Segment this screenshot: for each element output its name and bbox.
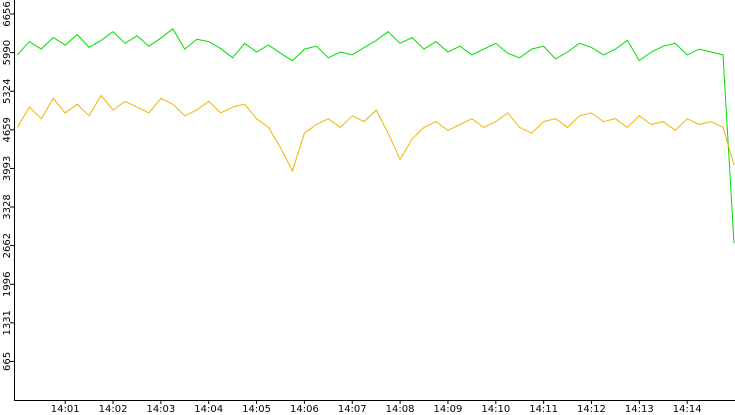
- y-tick-label: 2662: [2, 233, 13, 258]
- x-tick-label: 14:06: [290, 404, 319, 415]
- y-tick-label: 5990: [2, 40, 13, 65]
- x-tick-label: 14:08: [386, 404, 415, 415]
- y-tick-label: 665: [2, 352, 13, 371]
- x-tick-label: 14:03: [146, 404, 175, 415]
- x-tick-label: 14:10: [481, 404, 510, 415]
- x-tick-label: 14:09: [434, 404, 463, 415]
- y-tick-label: 5324: [2, 79, 13, 104]
- x-tick-label: 14:02: [99, 404, 128, 415]
- y-tick-label: 3328: [2, 194, 13, 219]
- x-tick-label: 14:12: [577, 404, 606, 415]
- y-tick-label: 6656: [2, 1, 13, 26]
- series-line: [16, 28, 735, 244]
- x-tick-label: 14:13: [625, 404, 654, 415]
- x-tick-label: 14:14: [673, 404, 702, 415]
- x-tick-label: 14:01: [51, 404, 80, 415]
- y-tick-label: 4659: [2, 117, 13, 142]
- x-tick-label: 14:05: [242, 404, 271, 415]
- series-line: [16, 94, 735, 173]
- y-tick-label: 3993: [2, 156, 13, 181]
- y-tick-label: 1996: [2, 272, 13, 297]
- y-tick-label: 1331: [2, 310, 13, 335]
- x-tick-label: 14:07: [338, 404, 367, 415]
- x-tick-label: 14:11: [529, 404, 558, 415]
- x-tick-label: 14:04: [194, 404, 223, 415]
